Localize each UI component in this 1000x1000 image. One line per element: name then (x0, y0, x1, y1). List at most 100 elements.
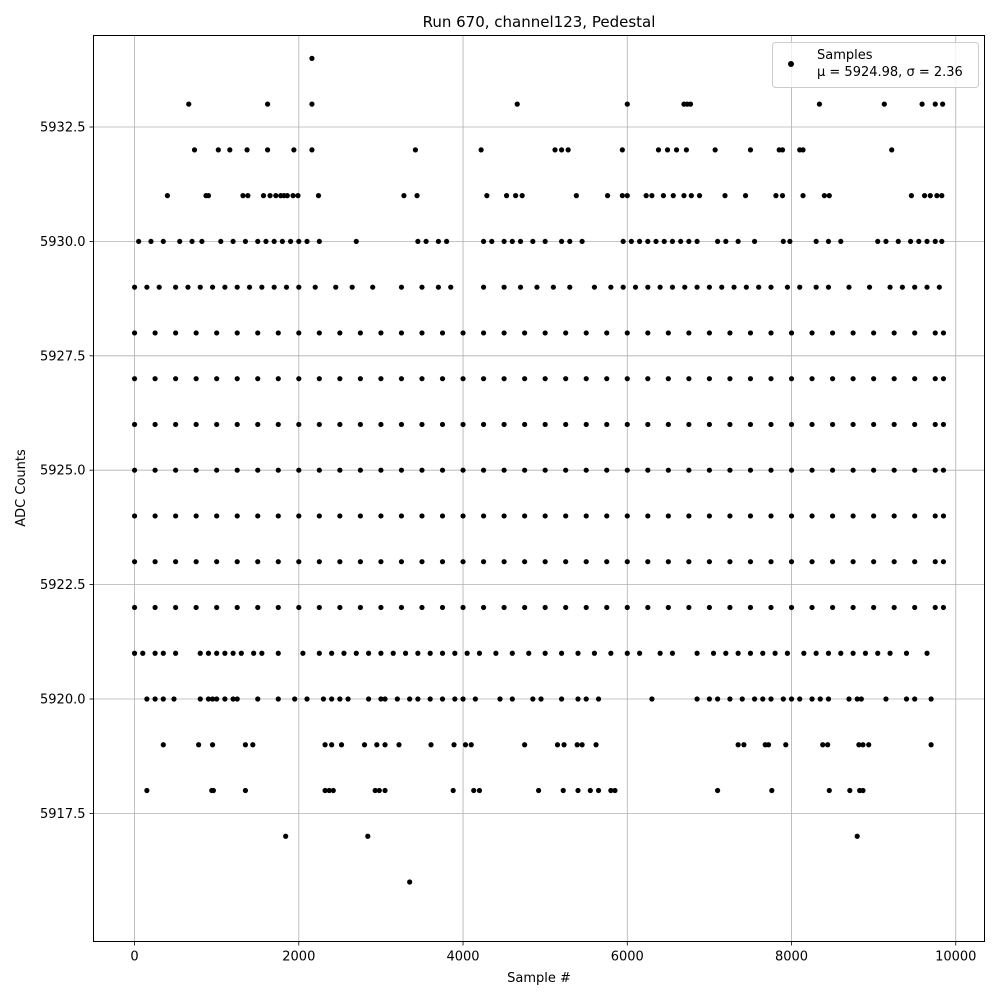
data-point (230, 238, 236, 245)
data-point (747, 513, 754, 519)
legend-box (772, 42, 979, 88)
data-point (768, 284, 774, 290)
data-point (686, 559, 692, 565)
data-point (480, 604, 487, 611)
data-point (296, 559, 302, 565)
data-point (357, 421, 363, 428)
data-point (727, 376, 733, 382)
data-point (604, 193, 611, 199)
data-point (439, 604, 446, 611)
data-point (460, 696, 466, 702)
data-point (932, 421, 938, 428)
data-point (871, 467, 877, 473)
data-point (522, 330, 528, 336)
data-point (255, 421, 261, 428)
data-point (797, 284, 803, 290)
data-point (809, 696, 815, 702)
data-point (407, 879, 413, 885)
data-point (209, 284, 216, 290)
data-point (538, 696, 544, 702)
x-tick-label: 10000 (935, 950, 976, 965)
data-point (875, 650, 881, 656)
data-point (826, 787, 832, 794)
data-point (846, 284, 852, 290)
data-point (710, 650, 717, 656)
data-point (788, 376, 795, 382)
data-point (173, 330, 179, 336)
data-point (846, 696, 852, 702)
data-point (291, 147, 297, 153)
data-point (825, 742, 831, 748)
data-point (517, 238, 524, 245)
data-point (530, 238, 536, 245)
data-point (583, 696, 589, 702)
data-point (357, 330, 363, 336)
data-point (637, 238, 643, 245)
data-point (519, 193, 525, 199)
data-point (696, 193, 703, 199)
data-point (860, 742, 866, 748)
data-point (152, 559, 158, 565)
data-point (825, 696, 832, 702)
data-point (349, 284, 355, 290)
data-point (222, 696, 228, 702)
data-point (624, 604, 630, 611)
data-point (173, 513, 179, 519)
data-point (604, 513, 610, 519)
data-point (480, 238, 487, 245)
data-point (912, 604, 918, 611)
data-point (907, 238, 914, 245)
data-point (593, 742, 599, 748)
data-point (267, 193, 273, 199)
data-point (908, 193, 915, 199)
data-point (940, 421, 947, 428)
data-point (747, 147, 754, 153)
data-point (452, 696, 458, 702)
data-point (136, 238, 142, 245)
data-point (205, 650, 212, 656)
legend-marker (788, 61, 794, 67)
data-points (131, 55, 947, 885)
data-point (227, 147, 233, 153)
data-point (727, 696, 733, 702)
data-point (460, 513, 466, 519)
data-point (604, 467, 610, 473)
data-point (275, 376, 281, 382)
data-point (357, 604, 363, 611)
data-point (337, 696, 343, 702)
data-point (214, 604, 220, 611)
data-point (382, 696, 388, 702)
data-point (439, 513, 446, 519)
data-point (619, 193, 625, 199)
data-point (357, 513, 363, 519)
data-point (255, 559, 261, 565)
data-point (439, 376, 446, 382)
data-point (439, 330, 446, 336)
data-point (788, 513, 795, 519)
data-point (694, 284, 700, 290)
data-point (637, 650, 643, 656)
data-point (152, 696, 158, 702)
data-point (396, 742, 402, 748)
data-point (829, 559, 836, 565)
data-point (300, 650, 306, 656)
data-point (357, 376, 363, 382)
data-point (747, 330, 754, 336)
data-point (686, 604, 692, 611)
data-point (419, 376, 425, 382)
data-point (883, 238, 889, 245)
data-point (558, 650, 565, 656)
data-point (214, 330, 220, 336)
data-point (866, 284, 873, 290)
data-point (218, 238, 224, 245)
data-point (891, 559, 897, 565)
data-point (316, 559, 322, 565)
data-point (439, 421, 446, 428)
data-point (144, 696, 150, 702)
data-point (787, 238, 793, 245)
data-point (595, 787, 602, 794)
data-point (263, 238, 269, 245)
data-point (439, 467, 446, 473)
data-point (427, 696, 433, 702)
x-tick-label: 0 (130, 950, 138, 965)
